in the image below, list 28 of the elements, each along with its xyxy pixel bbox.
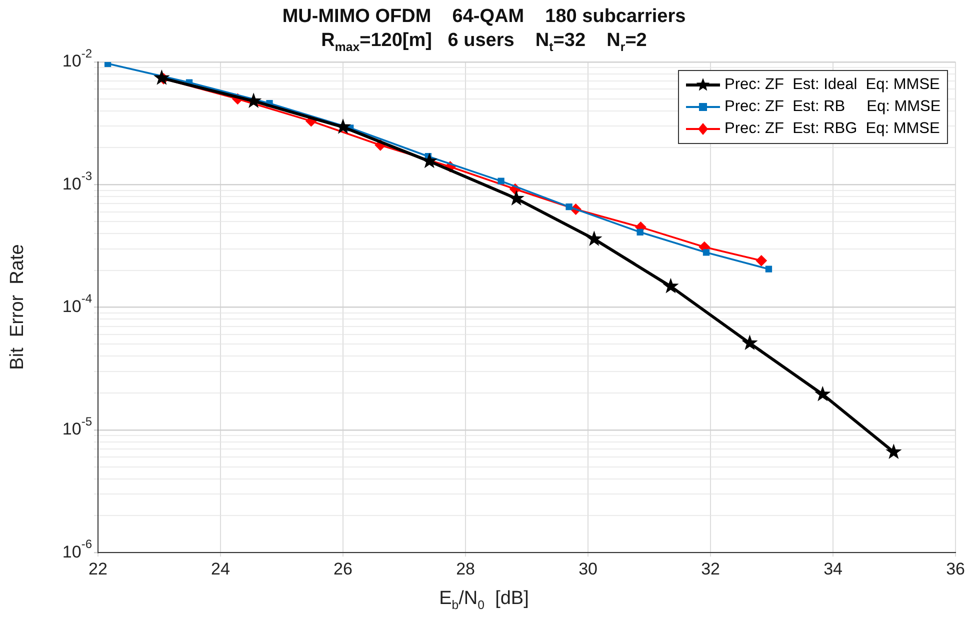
point: [886, 444, 902, 459]
point: [765, 266, 772, 272]
point: [566, 203, 572, 210]
point: [662, 278, 679, 294]
x-axis-title: E$_{b}$/N$_{0}$ [dB]: [438, 588, 530, 612]
legend-label: Prec: ZF Est: RB Eq: MMSE: [724, 98, 941, 116]
point: [498, 178, 504, 184]
x-tick-label: 34: [824, 559, 842, 578]
point: [586, 230, 602, 246]
x-tick-label: 22: [88, 559, 108, 578]
chart-title: MU-MIMO OFDM 64-QAM 180 subcarriers: [281, 6, 687, 28]
point: [508, 190, 524, 206]
x-tick-label: 24: [211, 559, 230, 578]
point: [742, 334, 758, 350]
legend-label: Prec: ZF Est: Ideal Eq: MMSE: [724, 76, 940, 94]
y-axis-title: Bit Error Rate: [7, 244, 29, 370]
point: [814, 386, 831, 402]
x-tick-label: 36: [946, 559, 966, 578]
x-tick-label: 32: [701, 559, 720, 578]
legend-label: Prec: ZF Est: RBG Eq: MMSE: [724, 120, 940, 138]
x-tick-label: 26: [334, 559, 352, 578]
point: [636, 228, 644, 236]
chart-subtitle: R$_{max}$=120[m] 6 users N$_{t}$=32 N$_{r}$=2: [321, 30, 647, 54]
x-tick-label: 28: [456, 559, 475, 578]
point: [756, 255, 767, 266]
point: [702, 249, 710, 256]
point: [154, 70, 170, 85]
x-tick-label: 30: [578, 559, 598, 578]
